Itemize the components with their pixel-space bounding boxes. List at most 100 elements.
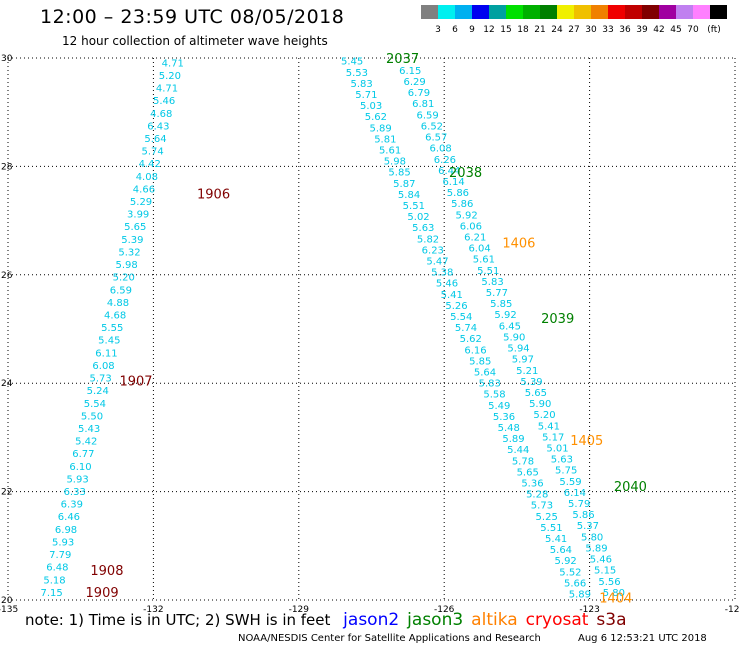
wave-height-value: 6.16 [464,345,486,356]
wave-height-value: 5.36 [493,412,515,423]
wave-height-value: 6.98 [55,525,77,536]
wave-height-value: 5.80 [603,588,625,599]
wave-height-value: 6.81 [412,99,434,110]
wave-height-value: 5.37 [577,521,599,532]
pass-time-label: 1906 [197,188,230,203]
y-tick-label: 26 [1,271,13,281]
wave-height-value: 6.46 [58,512,80,523]
satellite-name: cryosat [525,610,589,630]
legend-label: 36 [619,25,631,35]
chart-subtitle: 12 hour collection of altimeter wave hei… [62,34,328,48]
wave-height-value: 5.71 [355,90,377,101]
timestamp: Aug 6 12:53:21 UTC 2018 [578,633,707,644]
legend-swatch [591,5,608,19]
note-text: note: 1) Time is in UTC; 2) SWH is in fe… [25,611,331,629]
wave-height-value: 5.54 [84,399,106,410]
wave-height-value: 5.54 [450,312,472,323]
wave-height-value: 4.71 [162,58,184,69]
wave-height-value: 6.77 [72,449,94,460]
wave-height-value: 5.01 [546,444,568,455]
credit-line: NOAA/NESDIS Center for Satellite Applica… [238,633,541,644]
wave-height-value: 5.46 [153,96,175,107]
wave-height-value: 6.14 [564,488,586,499]
satellite-name: jason2 [343,610,400,630]
wave-height-value: 5.89 [502,434,524,445]
wave-height-value: 6.33 [64,487,86,498]
wave-height-value: 5.39 [121,235,143,246]
pass-time-label: 2040 [614,480,647,495]
legend-swatch [438,5,455,19]
wave-height-value: 5.80 [581,532,603,543]
wave-height-value: 5.49 [488,401,510,412]
wave-height-value: 7.79 [49,550,71,561]
wave-height-value: 6.45 [499,321,521,332]
wave-height-value: 5.61 [379,146,401,157]
wave-height-value: 5.82 [417,234,439,245]
wave-height-value: 5.61 [473,255,495,266]
x-tick-label: -132 [143,605,163,615]
legend-swatch [625,5,642,19]
wave-height-value: 5.55 [101,323,123,334]
wave-height-value: 5.74 [455,323,477,334]
legend-swatch [659,5,676,19]
wave-height-value: 5.20 [113,273,135,284]
wave-height-value: 7.15 [40,588,62,599]
wave-height-points: 4.715.204.715.464.686.435.645.744.424.08… [40,57,624,601]
wave-height-value: 5.20 [533,410,555,421]
legend-label: 33 [602,25,613,35]
pass-time-label: 2038 [449,166,482,181]
axis-ticks: -135 -132 -129 -126 -123 -120 20 22 24 26 28 30 [0,54,740,615]
legend-swatch [574,5,591,19]
wave-height-value: 5.81 [374,134,396,145]
legend-label: 9 [469,25,475,35]
legend-label: 24 [551,25,563,35]
x-tick-label: -126 [434,605,455,615]
legend-label: 12 [483,25,494,35]
wave-height-value: 5.85 [388,168,410,179]
wave-height-value: 5.86 [451,199,473,210]
y-tick-label: 28 [1,162,13,172]
pass-time-label: 1404 [599,591,632,606]
legend-label: 39 [636,25,648,35]
wave-height-value: 5.45 [341,57,363,68]
wave-height-value: 5.42 [75,437,97,448]
wave-height-value: 5.52 [559,567,581,578]
wave-height-value: 5.17 [542,432,564,443]
color-legend: 3 6 9 12 15 18 21 24 27 30 33 36 39 42 45 70 (ft) [421,5,727,35]
x-tick-label: -123 [579,605,599,615]
pass-time-label: 1908 [90,564,123,579]
wave-height-value: 5.36 [521,478,543,489]
wave-height-value: 5.97 [512,355,534,366]
legend-label: 6 [452,25,458,35]
legend-label: (ft) [707,25,721,35]
wave-height-value: 5.25 [536,512,558,523]
x-tick-label: -120 [725,605,740,615]
wave-height-value: 5.83 [479,379,501,390]
wave-height-value: 5.86 [572,510,594,521]
wave-height-value: 6.26 [434,155,456,166]
wave-height-value: 6.39 [61,500,83,511]
wave-height-value: 6.10 [69,462,91,473]
wave-height-value: 5.92 [555,556,577,567]
wave-height-value: 5.21 [516,366,538,377]
pass-labels: 2037 1906 2038 1406 2039 1907 1405 2040 1908 1909… [86,52,647,606]
wave-height-value: 5.28 [526,490,548,501]
wave-height-value: 6.21 [464,233,486,244]
wave-height-value: 6.11 [95,348,117,359]
chart-title: 12:00 – 23:59 UTC 08/05/2018 [40,6,345,28]
legend-swatch [693,5,710,19]
wave-height-value: 5.32 [118,247,140,258]
wave-height-value: 5.74 [141,147,163,158]
wave-height-value: 5.85 [469,356,491,367]
wave-height-value: 6.52 [421,121,443,132]
wave-height-value: 6.06 [460,221,482,232]
wave-height-value: 5.65 [525,388,547,399]
wave-height-value: 5.93 [52,537,74,548]
wave-height-value: 5.75 [555,466,577,477]
wave-height-value: 5.83 [481,277,503,288]
legend-swatch [455,5,472,19]
wave-height-value: 6.79 [408,88,430,99]
wave-height-value: 5.58 [483,390,505,401]
wave-height-value: 5.98 [115,260,137,271]
